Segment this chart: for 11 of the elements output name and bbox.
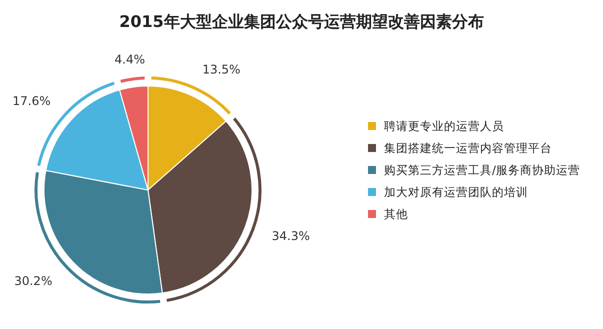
legend-label: 购买第三方运营工具/服务商协助运营 (384, 163, 580, 177)
chart-title: 2015年大型企业集团公众号运营期望改善因素分布 (119, 12, 484, 31)
legend-label: 集团搭建统一运营内容管理平台 (384, 141, 552, 155)
data-label: 17.6% (12, 94, 51, 108)
legend-label: 加大对原有运营团队的培训 (384, 185, 528, 199)
legend-label: 其他 (384, 207, 408, 221)
data-label: 13.5% (202, 62, 240, 77)
data-label: 30.2% (14, 274, 52, 288)
data-label: 4.4% (114, 52, 146, 66)
legend-label: 聘请更专业的运营人员 (384, 119, 504, 133)
data-label: 34.3% (272, 228, 310, 243)
